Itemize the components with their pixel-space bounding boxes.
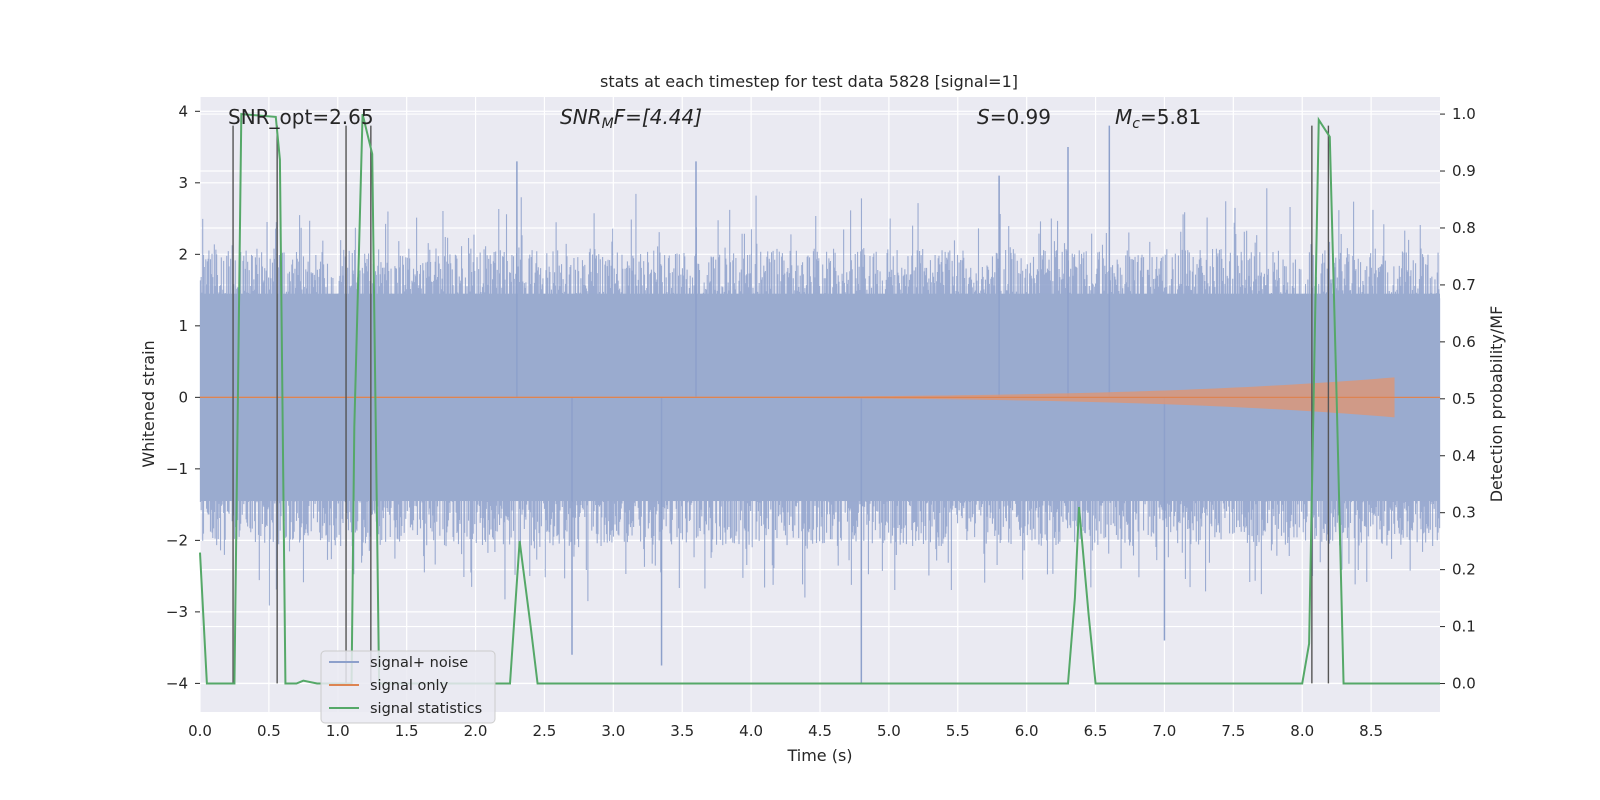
- y-right-tick-label: 0.9: [1452, 162, 1476, 180]
- right-y-axis-ticks: 0.0 0.1 0.2 0.3 0.4 0.5 0.6 0.7 0.8 0.9 1.0: [1440, 105, 1476, 693]
- legend-box: [320, 650, 496, 724]
- x-tick-label: 7.5: [1221, 722, 1245, 740]
- x-tick-label: 1.5: [395, 722, 419, 740]
- y-left-tick-label: 2: [178, 245, 188, 263]
- y-right-tick-label: 0.5: [1452, 390, 1476, 408]
- y-right-tick-label: 0.4: [1452, 447, 1476, 465]
- annotation-snr-mf-rest: F=[4.44]: [614, 105, 702, 129]
- y-left-tick-label: 4: [178, 102, 188, 120]
- annotation-mc-sub: c: [1132, 116, 1140, 132]
- y-left-tick-label: −1: [166, 460, 188, 478]
- x-tick-label: 0.0: [188, 722, 212, 740]
- annotation-snr-opt: SNR_opt=2.65: [228, 105, 374, 129]
- annotation-snr-mf-main: SNR: [560, 105, 602, 129]
- y-right-tick-label: 0.1: [1452, 618, 1476, 636]
- annotation-mc-rest: =5.81: [1140, 105, 1201, 129]
- x-tick-label: 4.5: [808, 722, 832, 740]
- vertical-markers: [232, 125, 1330, 684]
- x-axis-label: Time (s): [786, 746, 852, 765]
- y-right-tick-label: 0.6: [1452, 333, 1476, 351]
- y-left-tick-label: 0: [178, 388, 188, 406]
- annotation-s: S=0.99: [977, 105, 1051, 129]
- chart-title: stats at each timestep for test data 582…: [600, 72, 1018, 91]
- y-right-tick-label: 0.3: [1452, 504, 1476, 522]
- annotation-s-main: S: [977, 105, 990, 129]
- signal-statistics-series: [199, 112, 1440, 685]
- y-right-tick-label: 0.7: [1452, 276, 1476, 294]
- x-tick-label: 2.0: [464, 722, 488, 740]
- x-tick-label: 8.0: [1290, 722, 1314, 740]
- x-tick-label: 2.5: [533, 722, 557, 740]
- left-y-axis-ticks: −4 −3 −2 −1 0 1 2 3 4: [166, 102, 200, 692]
- y-left-tick-label: 3: [178, 174, 188, 192]
- annotation-snr-mf: SNRMF=[4.44]: [560, 105, 702, 132]
- x-tick-label: 6.0: [1015, 722, 1039, 740]
- x-tick-label: 4.0: [739, 722, 763, 740]
- x-tick-label: 1.0: [326, 722, 350, 740]
- legend: signal+ noise signal only signal statist…: [320, 650, 496, 724]
- x-tick-label: 3.0: [601, 722, 625, 740]
- x-tick-label: 3.5: [670, 722, 694, 740]
- y-left-tick-label: −3: [166, 603, 188, 621]
- x-axis-ticks: 0.0 0.5 1.0 1.5 2.0 2.5 3.0 3.5 4.0 4.5 5.0 5.5 6.0 6…: [188, 722, 1383, 740]
- legend-label-signal-only: signal only: [370, 678, 449, 694]
- legend-label-signal-statistics: signal statistics: [370, 701, 482, 717]
- statistics-line: [199, 112, 1440, 685]
- annotation-mc-main: M: [1115, 105, 1132, 129]
- y-left-tick-label: −2: [166, 531, 188, 549]
- x-tick-label: 5.0: [877, 722, 901, 740]
- annotation-s-rest: =0.99: [990, 105, 1051, 129]
- signal-only-series: [200, 377, 1440, 418]
- x-tick-label: 0.5: [257, 722, 281, 740]
- left-y-axis-label: Whitened strain: [139, 340, 158, 467]
- x-tick-label: 6.5: [1084, 722, 1108, 740]
- right-y-axis-label: Detection probability/MF: [1487, 306, 1506, 503]
- y-right-tick-label: 0.2: [1452, 561, 1476, 579]
- legend-label-signal-noise: signal+ noise: [370, 655, 468, 671]
- x-tick-label: 7.0: [1153, 722, 1177, 740]
- x-tick-label: 8.5: [1359, 722, 1383, 740]
- y-left-tick-label: −4: [166, 674, 188, 692]
- annotation-mc: Mc=5.81: [1115, 105, 1201, 132]
- y-right-tick-label: 1.0: [1452, 105, 1476, 123]
- annotation-snr-mf-sub: M: [602, 116, 614, 132]
- y-right-tick-label: 0.8: [1452, 219, 1476, 237]
- y-left-tick-label: 1: [178, 317, 188, 335]
- y-right-tick-label: 0.0: [1452, 675, 1476, 693]
- x-tick-label: 5.5: [946, 722, 970, 740]
